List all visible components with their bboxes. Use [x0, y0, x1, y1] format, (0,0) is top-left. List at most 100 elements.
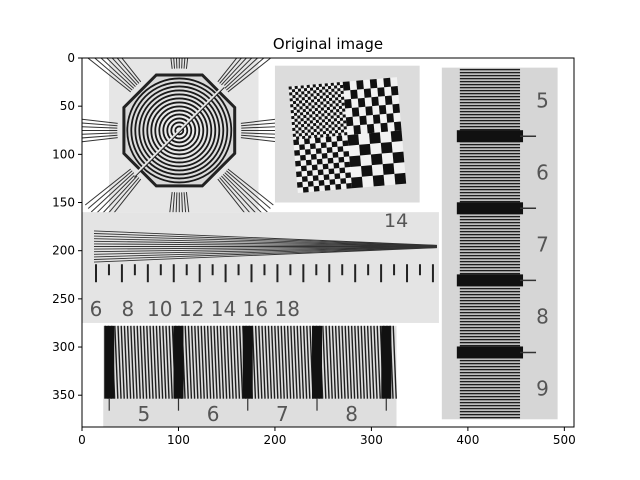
stripe — [274, 325, 279, 399]
wedge-ruler-patch: 14 6 8 10 12 14 16 18 — [82, 210, 439, 323]
checker-square — [331, 121, 335, 125]
checker-square — [312, 122, 317, 127]
stripe — [350, 325, 356, 399]
checker-square — [300, 85, 304, 89]
checker-square — [326, 147, 333, 153]
stripe — [290, 325, 295, 399]
stripe — [261, 325, 266, 399]
checker-square — [345, 172, 352, 179]
stripe — [203, 325, 209, 399]
wedge-number: 14 — [384, 210, 408, 232]
radial-line — [181, 58, 183, 69]
vertical-ruler-patch: 5 6 7 8 9 — [441, 67, 558, 420]
radial-line — [185, 58, 189, 69]
checker-square — [306, 170, 313, 177]
stripe — [123, 325, 129, 399]
stripe — [126, 325, 132, 399]
checker-square — [304, 149, 311, 155]
checker-square — [325, 127, 329, 132]
x-tick-label: 0 — [78, 433, 86, 447]
radial-line — [82, 122, 118, 127]
checker-square — [295, 160, 301, 167]
x-tick-label: 400 — [456, 433, 479, 447]
checker-square — [328, 130, 333, 134]
checker-square — [337, 88, 341, 92]
stripe — [293, 325, 298, 399]
checker-square — [297, 115, 301, 119]
checker-square — [328, 124, 332, 128]
ring — [142, 93, 217, 168]
ruler-number: 8 — [536, 305, 549, 329]
ring — [154, 105, 205, 156]
checker-square — [331, 88, 335, 92]
checker-square — [308, 135, 312, 139]
checker-square — [318, 180, 325, 186]
stripe — [270, 325, 276, 399]
radial-line — [90, 172, 135, 213]
checker-square — [365, 106, 373, 116]
checker-square — [300, 124, 305, 128]
checker-square — [292, 100, 297, 105]
checker-square — [344, 161, 351, 168]
checker-square — [298, 133, 303, 137]
checker-square — [316, 92, 320, 97]
radial-line — [87, 170, 133, 209]
stripe — [152, 325, 157, 399]
ring — [174, 125, 185, 136]
diagonal-cut — [133, 84, 225, 177]
wedge-number: 16 — [243, 297, 268, 321]
stripe — [229, 325, 234, 399]
stripe — [158, 325, 164, 399]
checker-square — [313, 185, 320, 192]
checker-square — [312, 175, 319, 181]
checker-square — [315, 119, 320, 123]
checker-square — [309, 114, 313, 118]
checker-square — [302, 186, 309, 193]
wedge-line — [93, 235, 437, 247]
stripe — [254, 325, 260, 399]
checker-square — [297, 121, 301, 125]
checker-square — [303, 88, 308, 92]
ruler-number: 6 — [207, 402, 220, 426]
checker-square — [322, 98, 327, 102]
stripe — [226, 325, 231, 399]
checker-square — [325, 121, 329, 126]
checker-square — [328, 168, 335, 175]
checker-square — [299, 112, 304, 116]
checker-square — [333, 162, 340, 169]
ruler-number: 5 — [137, 402, 150, 426]
checker-square — [340, 178, 347, 184]
checker-square — [315, 86, 320, 91]
checker-square — [349, 155, 362, 168]
checker-square — [351, 107, 360, 117]
checker-square — [347, 134, 360, 146]
checker-square — [335, 103, 339, 107]
ruler-band — [242, 325, 253, 399]
checker-square — [316, 98, 321, 103]
checker-square — [310, 99, 315, 103]
checker-square — [290, 104, 294, 108]
stripe — [120, 325, 125, 399]
checker-square — [318, 116, 322, 120]
stripe — [267, 325, 273, 399]
checker-square — [340, 123, 344, 127]
checker-square — [294, 118, 298, 122]
checker-square — [333, 118, 338, 122]
checker-square — [332, 152, 339, 158]
stripe — [258, 325, 263, 399]
wedge-line — [93, 246, 437, 253]
checker-square — [321, 113, 325, 117]
checker-square — [329, 103, 333, 107]
stripe — [302, 325, 308, 399]
y-tick-label: 150 — [52, 196, 75, 210]
stripe — [366, 325, 372, 399]
checker-square — [312, 84, 316, 88]
ring — [166, 117, 193, 144]
radial-line — [84, 168, 132, 206]
ring — [150, 101, 209, 160]
checker-square — [320, 107, 324, 111]
checker-square — [316, 125, 320, 129]
checker-square — [311, 164, 318, 171]
stripe — [344, 325, 349, 399]
stripe — [117, 325, 122, 399]
